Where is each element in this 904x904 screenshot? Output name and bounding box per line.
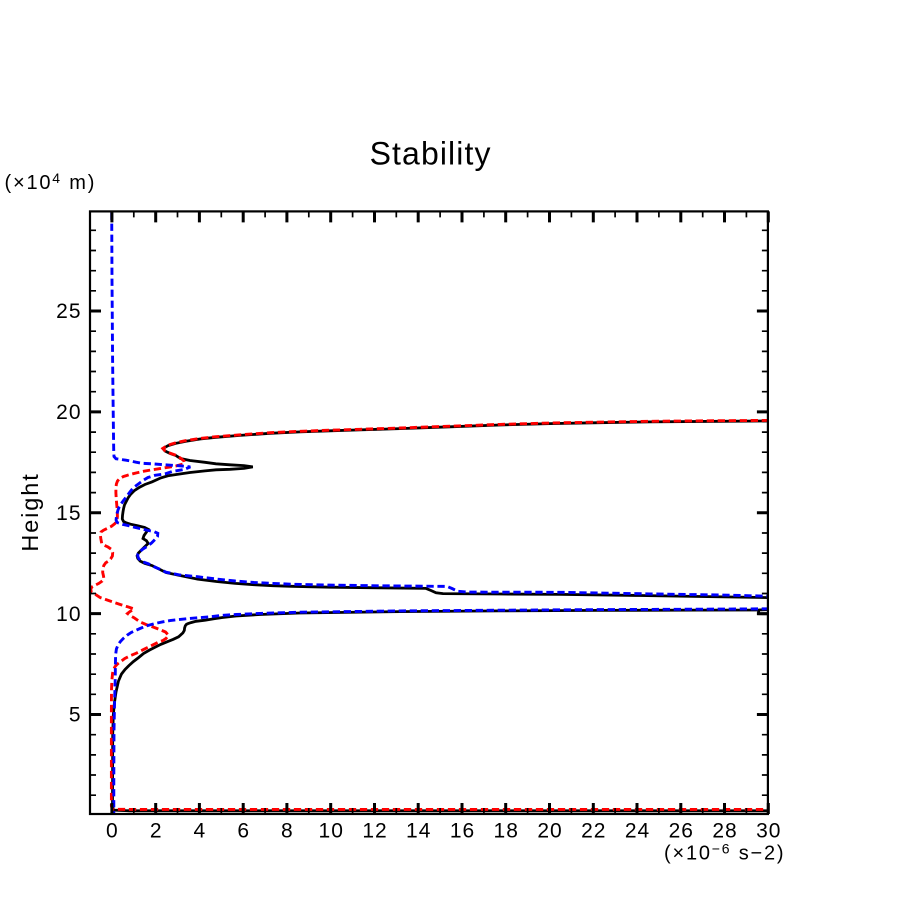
svg-text:20: 20 — [537, 820, 562, 843]
svg-text:28: 28 — [712, 820, 737, 843]
svg-text:Height: Height — [17, 472, 43, 551]
svg-text:20: 20 — [56, 401, 81, 424]
svg-text:30: 30 — [756, 820, 781, 843]
svg-text:10: 10 — [56, 603, 81, 626]
svg-text:5: 5 — [69, 704, 82, 727]
svg-text:22: 22 — [581, 820, 606, 843]
svg-text:2: 2 — [150, 820, 163, 843]
svg-text:18: 18 — [494, 820, 519, 843]
svg-text:8: 8 — [281, 820, 294, 843]
svg-text:15: 15 — [56, 502, 81, 525]
svg-text:Stability: Stability — [370, 136, 492, 172]
svg-text:14: 14 — [406, 820, 431, 843]
svg-text:26: 26 — [669, 820, 694, 843]
svg-text:16: 16 — [450, 820, 475, 843]
svg-text:24: 24 — [625, 820, 650, 843]
svg-text:25: 25 — [56, 300, 81, 323]
svg-text:10: 10 — [319, 820, 344, 843]
svg-text:0: 0 — [106, 820, 119, 843]
svg-text:(×104 m): (×104 m) — [5, 170, 97, 194]
svg-text:12: 12 — [362, 820, 387, 843]
svg-text:4: 4 — [194, 820, 207, 843]
svg-text:6: 6 — [237, 820, 250, 843]
